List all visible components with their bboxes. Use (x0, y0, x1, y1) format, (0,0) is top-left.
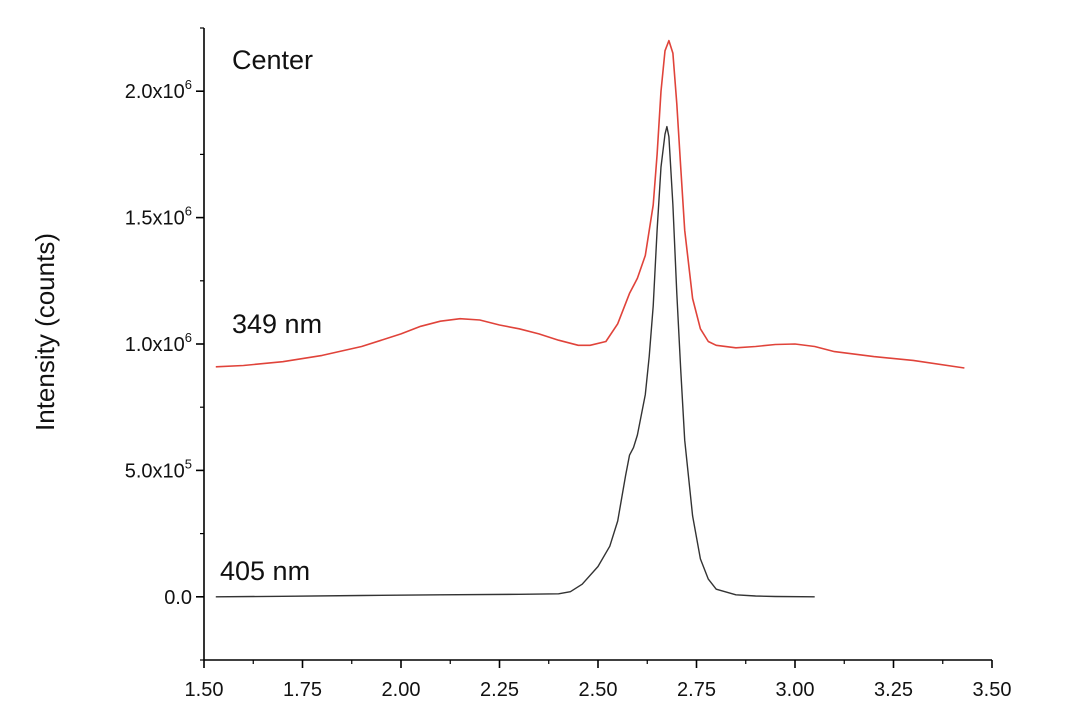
y-tick-label: 0.0 (164, 587, 192, 609)
series-line-349-nm (215, 39, 965, 369)
y-axis-title: Intensity (counts) (30, 233, 60, 431)
x-tick-label: 1.50 (185, 679, 224, 701)
series-line-405-nm (215, 125, 815, 598)
x-tick-label: 3.50 (973, 679, 1012, 701)
x-tick-label: 3.25 (874, 679, 913, 701)
x-ticks: 1.50 1.75 2.00 2.25 2.50 2.75 3.00 3.25 3.50 (185, 660, 1012, 701)
y-tick-label: 1.5x106 (125, 204, 192, 230)
x-tick-label: 2.50 (579, 679, 618, 701)
x-tick-label: 2.75 (677, 679, 716, 701)
series-label-405: 405 nm (220, 556, 310, 586)
panel-label: Center (232, 45, 313, 75)
x-tick-label: 2.00 (382, 679, 421, 701)
series-layer (215, 39, 965, 598)
y-tick-label: 5.0x105 (125, 456, 192, 482)
series-label-349: 349 nm (232, 309, 322, 339)
y-tick-label: 2.0x106 (125, 77, 192, 103)
x-tick-label: 2.25 (480, 679, 519, 701)
x-tick-label: 3.00 (776, 679, 815, 701)
x-tick-label: 1.75 (283, 679, 322, 701)
y-tick-label: 1.0x106 (125, 330, 192, 356)
y-ticks: 0.0 5.0x105 1.0x106 1.5x106 2.0x106 (125, 27, 204, 661)
